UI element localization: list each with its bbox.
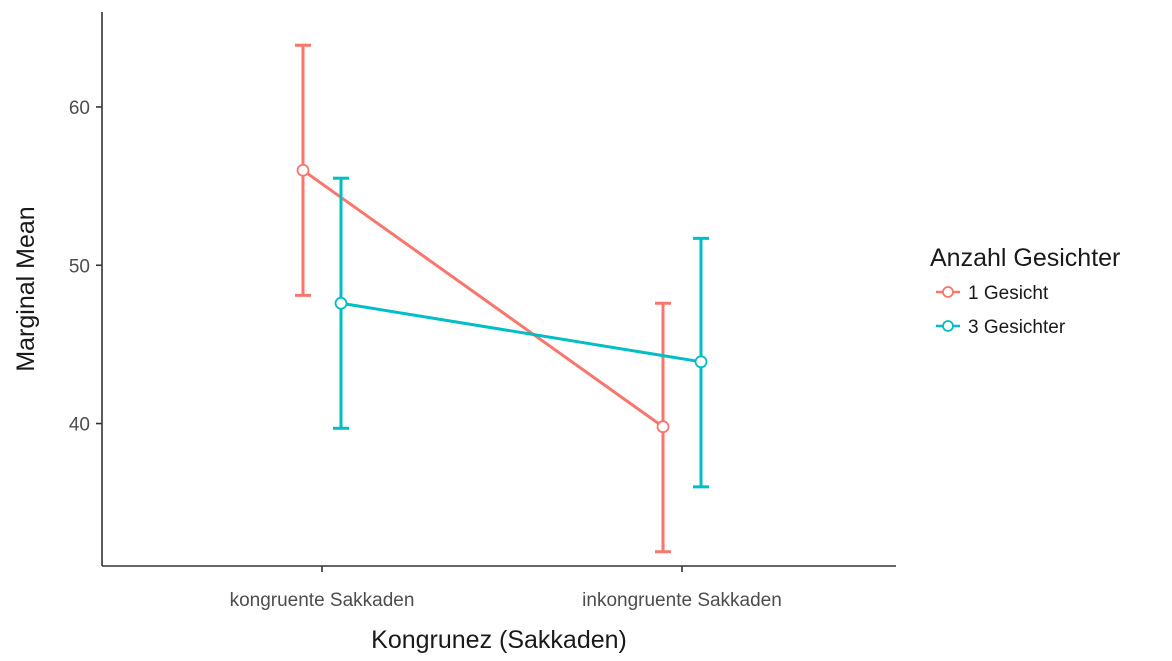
data-point <box>694 355 708 369</box>
legend-item: 3 Gesichter <box>936 317 1066 338</box>
series-1 <box>295 43 671 554</box>
y-tick-label: 50 <box>69 256 90 277</box>
x-axis-title: Kongrunez (Sakkaden) <box>371 626 627 654</box>
legend-label: 3 Gesichter <box>968 317 1066 338</box>
y-tick-label: 40 <box>69 415 90 436</box>
series-layer <box>295 43 709 554</box>
x-tick-label: kongruente Sakkaden <box>230 590 415 611</box>
y-tick-label: 60 <box>69 98 90 119</box>
x-tick-label: inkongruente Sakkaden <box>582 590 782 611</box>
legend: Anzahl Gesichter 1 Gesicht 3 Gesichter <box>930 244 1120 338</box>
legend-title: Anzahl Gesichter <box>930 244 1120 272</box>
legend-key-point <box>942 320 954 332</box>
data-point <box>334 296 348 310</box>
legend-label: 1 Gesicht <box>968 283 1049 304</box>
series-line <box>340 301 702 364</box>
data-point <box>296 163 310 177</box>
x-ticks: kongruente Sakkaden inkongruente Sakkaden <box>230 566 782 611</box>
legend-key-point <box>942 286 954 298</box>
data-point <box>656 420 670 434</box>
plot-area: 40 50 60 kongruente Sakkaden inkongruente S… <box>69 12 896 611</box>
y-axis-title: Marginal Mean <box>12 206 40 371</box>
series-line <box>302 169 664 428</box>
series-2 <box>333 176 709 489</box>
y-ticks: 40 50 60 <box>69 98 102 436</box>
legend-items: 1 Gesicht 3 Gesichter <box>936 283 1066 338</box>
legend-item: 1 Gesicht <box>936 283 1049 304</box>
